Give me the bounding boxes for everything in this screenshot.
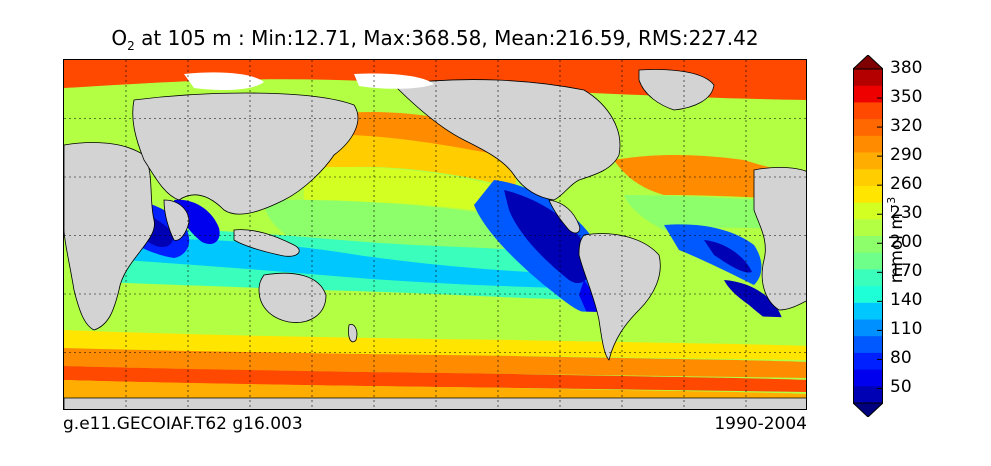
colorbar-tick-label: 320 xyxy=(890,116,923,137)
footer-period: 1990-2004 xyxy=(714,414,807,434)
colorbar-segment xyxy=(853,152,883,170)
colorbar-segment xyxy=(853,219,883,237)
colorbar-segment xyxy=(853,269,883,287)
land-north-america xyxy=(393,79,621,201)
colorbar-segment xyxy=(853,352,883,371)
colorbar-segment xyxy=(853,302,883,320)
omz-east-atlantic-core xyxy=(704,240,752,273)
colorbar-segment xyxy=(853,286,883,304)
land-australia xyxy=(258,272,327,323)
colorbar-segment xyxy=(853,236,883,254)
title-variable: O xyxy=(111,26,128,50)
colorbar-tick-label: 200 xyxy=(890,232,923,253)
colorbar-segment xyxy=(853,135,883,153)
unit-exponent: −3 xyxy=(885,196,899,213)
colorbar-segment xyxy=(853,386,883,404)
colorbar-tick-label: 140 xyxy=(890,290,923,311)
ocean-map xyxy=(63,59,807,410)
colorbar-segment xyxy=(853,169,883,187)
land-masses xyxy=(64,69,806,409)
omz-east-pacific-core xyxy=(504,190,591,284)
band-npac-yellow xyxy=(294,134,516,188)
colorbar-segment xyxy=(853,202,883,220)
colorbar-tick-label: 230 xyxy=(890,203,923,224)
colorbar-segment xyxy=(853,102,883,120)
colorbar-segment xyxy=(853,85,883,103)
no-data-patches xyxy=(184,72,434,90)
colorbar-segment xyxy=(853,369,883,387)
colorbar-tick-label: 290 xyxy=(890,145,923,166)
colorbar-segment xyxy=(853,185,883,204)
colorbar-tick-label: 380 xyxy=(890,58,923,78)
band-south-red xyxy=(64,366,806,392)
land-eurasia xyxy=(132,92,359,215)
colorbar-segment xyxy=(853,336,883,354)
colorbar-segment xyxy=(853,252,883,270)
colorbar-extend-max xyxy=(853,55,883,70)
colorbar xyxy=(853,55,883,417)
plot-title: O2 at 105 m : Min:12.71, Max:368.58, Mea… xyxy=(0,26,870,53)
colorbar-tick-label: 170 xyxy=(890,261,923,282)
unit-base: mmol m xyxy=(886,213,907,284)
land-antarctica xyxy=(64,397,806,409)
map-gridlines xyxy=(64,60,806,409)
colorbar-tick-label: 260 xyxy=(890,174,923,195)
colorbar-segment xyxy=(853,69,883,87)
omz-east-atlantic xyxy=(664,224,762,285)
colorbar-segment xyxy=(853,119,883,137)
footer-run-id: g.e11.GECOIAF.T62 g16.003 xyxy=(63,414,303,434)
band-south-orange xyxy=(64,348,806,378)
map-canvas xyxy=(64,60,806,409)
colorbar-tick-label: 50 xyxy=(890,377,912,398)
band-equatorial-cyan xyxy=(124,239,564,288)
colorbar-unit: mmol m−3 xyxy=(885,160,907,320)
land-central-america xyxy=(548,199,581,234)
land-south-america xyxy=(578,233,661,361)
colorbar-tick-label: 350 xyxy=(890,87,923,108)
land-new-zealand xyxy=(348,323,358,343)
land-africa-east xyxy=(753,166,806,311)
colorbar-segment xyxy=(853,319,883,337)
title-subscript: 2 xyxy=(127,39,135,53)
no-data-arctic-west xyxy=(184,72,264,90)
band-arctic xyxy=(64,60,806,100)
no-data-arctic-east xyxy=(354,73,434,89)
title-stats: at 105 m : Min:12.71, Max:368.58, Mean:2… xyxy=(134,26,759,50)
land-greenland xyxy=(638,69,715,111)
colorbar-tick-label: 110 xyxy=(890,319,923,340)
colorbar-tick-label: 80 xyxy=(890,348,912,369)
omz-benguela xyxy=(724,280,784,327)
colorbar-extend-min xyxy=(853,402,883,417)
band-antarctic-margin xyxy=(64,380,806,400)
land-india xyxy=(163,199,190,241)
